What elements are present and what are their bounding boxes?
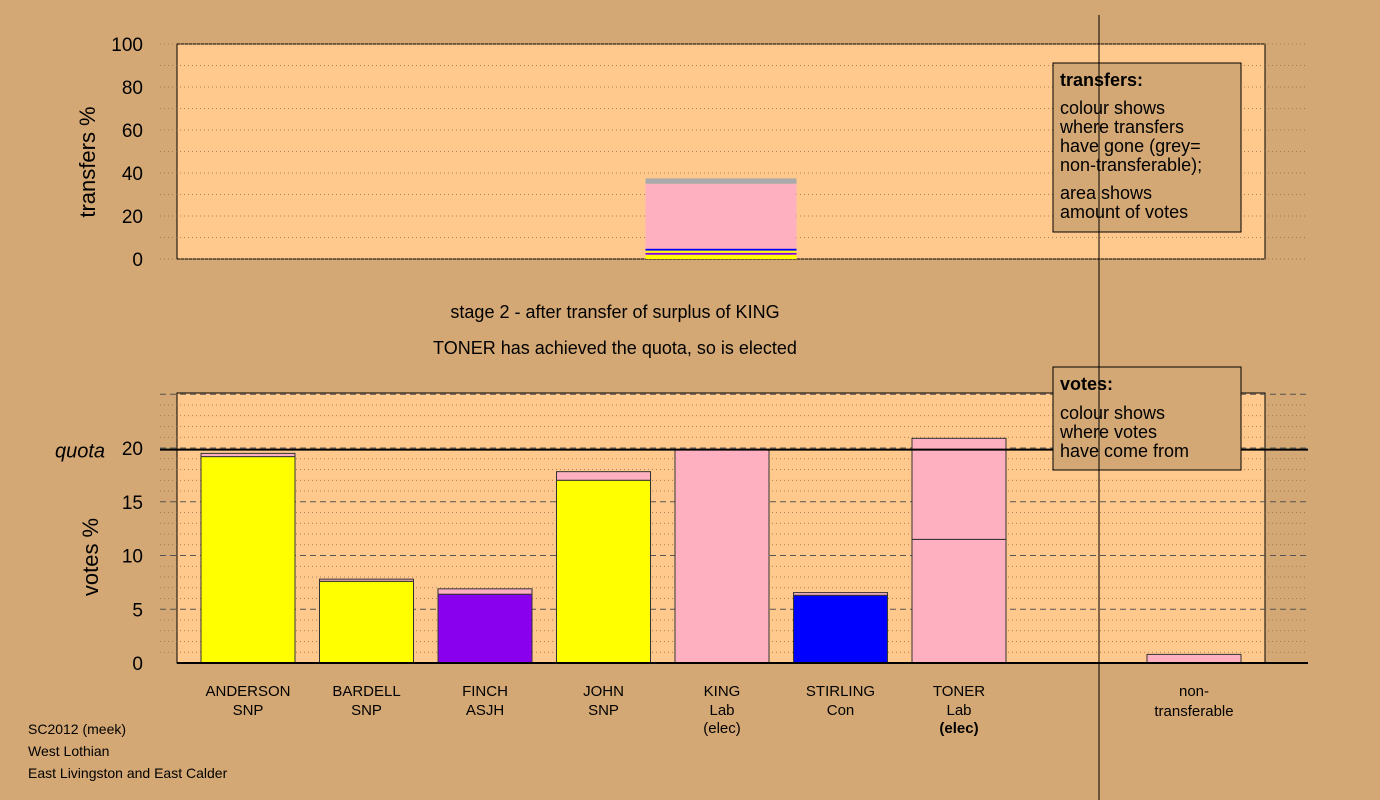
votes-legend-line-1: colour shows bbox=[1060, 403, 1165, 423]
candidate-party-label: SNP bbox=[233, 702, 264, 719]
stage-caption: stage 2 - after transfer of surplus of K… bbox=[450, 302, 779, 322]
bar-segment bbox=[911, 437, 1007, 540]
votes-y-tick-label: 5 bbox=[132, 600, 143, 621]
nontransferable-label-1: non- bbox=[1179, 683, 1209, 700]
transfer-segment-john bbox=[645, 250, 797, 253]
votes-legend-box bbox=[1052, 366, 1242, 471]
bar-segment bbox=[437, 593, 533, 664]
candidate-name-label: TONER bbox=[933, 683, 985, 700]
candidate-name-label: FINCH bbox=[462, 683, 508, 700]
transfers-legend-title: transfers: bbox=[1060, 70, 1143, 90]
transfers-legend-line-1: colour shows bbox=[1060, 98, 1165, 118]
transfers-y-tick-label: 60 bbox=[122, 121, 143, 142]
bar-segment bbox=[200, 456, 296, 664]
transfers-y-tick-label: 40 bbox=[122, 164, 143, 185]
bar-segment bbox=[200, 452, 296, 458]
bar-segment bbox=[674, 449, 770, 664]
votes-legend-line-2: where votes bbox=[1059, 422, 1157, 442]
bar-king bbox=[674, 449, 770, 664]
footer-ward: East Livingston and East Calder bbox=[28, 765, 228, 781]
transfers-y-tick-label: 20 bbox=[122, 207, 143, 228]
transfers-legend-line-6: amount of votes bbox=[1060, 202, 1188, 222]
transfers-legend-line-3: have gone (grey= bbox=[1060, 136, 1201, 156]
transfers-legend-line-2: where transfers bbox=[1059, 117, 1184, 137]
bar-segment bbox=[1146, 653, 1242, 664]
quota-label: quota bbox=[55, 441, 105, 463]
bar-segment bbox=[319, 578, 414, 582]
candidate-name-label: ANDERSON bbox=[205, 683, 290, 700]
votes-y-axis-label: votes % bbox=[78, 518, 103, 596]
candidate-name-label: JOHN bbox=[583, 683, 624, 700]
transfers-y-axis-label: transfers % bbox=[75, 106, 100, 217]
candidate-party-label: Lab bbox=[709, 702, 734, 719]
votes-y-ticks: 0 5 10 15 20 bbox=[122, 439, 143, 675]
bar-segment bbox=[319, 580, 414, 664]
transfers-legend-box bbox=[1052, 62, 1242, 233]
candidate-name-label: BARDELL bbox=[332, 683, 400, 700]
transfer-segment-non-transferable bbox=[645, 178, 797, 184]
candidate-party-label: SNP bbox=[588, 702, 619, 719]
bar-segment bbox=[793, 592, 888, 596]
candidate-party-label: ASJH bbox=[466, 702, 504, 719]
bar-segment bbox=[556, 479, 651, 664]
transfers-y-ticks: 0 20 40 60 80 100 bbox=[111, 35, 143, 271]
transfers-legend-line-5: area shows bbox=[1060, 183, 1152, 203]
elected-caption: TONER has achieved the quota, so is elec… bbox=[433, 338, 797, 358]
transfers-y-tick-label: 80 bbox=[122, 78, 143, 99]
bar-bardell bbox=[319, 578, 414, 664]
votes-y-tick-label: 10 bbox=[122, 547, 143, 568]
bar-toner bbox=[911, 437, 1007, 664]
candidate-party-label: SNP bbox=[351, 702, 382, 719]
transfer-segment-bardell bbox=[645, 254, 797, 257]
candidate-party-label: Lab bbox=[946, 702, 971, 719]
candidate-elected-label: (elec) bbox=[703, 720, 741, 737]
candidate-name-label: KING bbox=[704, 683, 741, 700]
candidate-name-label: STIRLING bbox=[806, 683, 875, 700]
votes-legend-line-3: have come from bbox=[1060, 441, 1189, 461]
bar-segment bbox=[437, 588, 533, 595]
bar-anderson bbox=[200, 452, 296, 664]
votes-y-tick-label: 20 bbox=[122, 439, 143, 460]
votes-bars bbox=[200, 437, 1242, 664]
transfers-y-tick-label: 100 bbox=[111, 35, 143, 56]
transfer-segment-anderson bbox=[645, 256, 797, 259]
bar-segment bbox=[556, 471, 651, 481]
bar-nontransferable bbox=[1146, 653, 1242, 664]
footer-council: West Lothian bbox=[28, 743, 109, 759]
bar-segment bbox=[911, 538, 1007, 664]
candidate-party-label: Con bbox=[827, 702, 855, 719]
transfer-segment-finch bbox=[645, 252, 797, 255]
candidate-elected-label: (elec) bbox=[939, 720, 978, 737]
votes-y-tick-label: 15 bbox=[122, 493, 143, 514]
votes-legend-title: votes: bbox=[1060, 374, 1113, 394]
transfers-bars bbox=[645, 178, 797, 259]
bar-segment bbox=[793, 594, 888, 664]
transfer-segment-toner bbox=[645, 183, 797, 249]
transfers-y-tick-label: 0 bbox=[132, 250, 143, 271]
candidate-labels: ANDERSON SNP BARDELL SNP FINCH ASJH JOHN SNP KIN… bbox=[205, 683, 1233, 737]
transfer-segment-stirling bbox=[645, 248, 797, 251]
footer-election: SC2012 (meek) bbox=[28, 721, 126, 737]
transfers-legend-line-4: non-transferable); bbox=[1060, 155, 1202, 175]
bar-stirling bbox=[793, 592, 888, 664]
bar-john bbox=[556, 471, 651, 664]
nontransferable-label-2: transferable bbox=[1154, 703, 1233, 720]
votes-y-tick-label: 0 bbox=[132, 654, 143, 675]
bar-finch bbox=[437, 588, 533, 664]
